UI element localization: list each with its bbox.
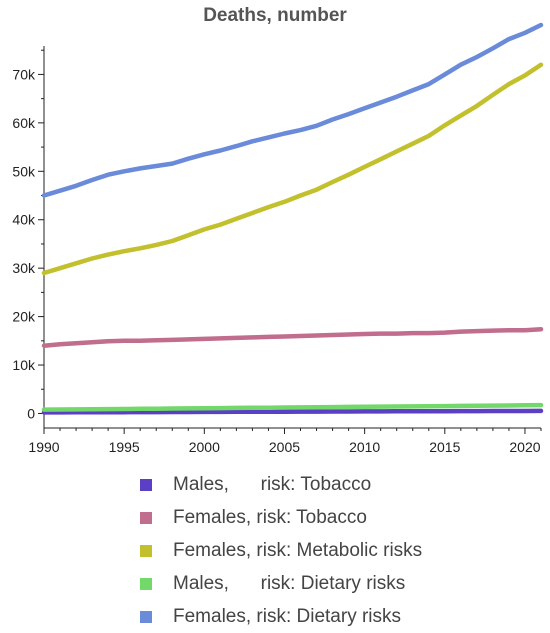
legend-swatch xyxy=(140,511,152,524)
legend-label: Males, risk: Tobacco xyxy=(173,473,372,495)
y-tick-label: 40k xyxy=(12,212,36,228)
y-tick-label: 10k xyxy=(12,357,36,373)
legend-item[interactable]: Females, risk: Dietary risks xyxy=(140,600,422,633)
chart-title: Deaths, number xyxy=(203,5,347,26)
legend-label: Females, risk: Metabolic risks xyxy=(173,539,423,561)
x-tick-label: 1990 xyxy=(28,439,59,455)
series-line-2 xyxy=(41,326,544,348)
legend-item[interactable]: Females, risk: Metabolic risks xyxy=(140,534,422,567)
x-tick-label: 1995 xyxy=(109,439,140,455)
legend-item[interactable]: Females, risk: Tobacco xyxy=(140,501,422,534)
legend-swatch xyxy=(140,478,152,491)
legend-swatch xyxy=(140,577,152,590)
legend-label: Females, risk: Tobacco xyxy=(173,506,367,528)
x-axis: 1990 1995 2000 2005 2010 2015 2020 xyxy=(28,427,542,455)
x-tick-label: 2015 xyxy=(429,439,460,455)
legend-swatch xyxy=(140,544,152,557)
x-tick-label: 2005 xyxy=(269,439,300,455)
y-tick-label: 20k xyxy=(12,309,36,325)
series-line-5 xyxy=(41,22,544,198)
x-tick-label: 2010 xyxy=(349,439,380,455)
legend-swatch xyxy=(140,610,152,623)
series-lines xyxy=(41,22,544,415)
x-tick-label: 2020 xyxy=(509,439,540,455)
y-tick-label: 50k xyxy=(12,163,36,179)
y-tick-label: 0 xyxy=(27,405,35,421)
legend-item[interactable]: Males, risk: Tobacco xyxy=(140,468,422,501)
x-tick-label: 2000 xyxy=(189,439,220,455)
series-line-3 xyxy=(41,62,544,276)
y-tick-label: 60k xyxy=(12,115,36,131)
legend-label: Females, risk: Dietary risks xyxy=(173,605,402,627)
series-line-1 xyxy=(41,408,544,415)
series-line-4 xyxy=(41,402,544,412)
y-tick-label: 70k xyxy=(12,66,36,82)
y-axis: 0 10k 20k 30k 40k 50k 60k 70k xyxy=(12,46,45,428)
legend-item[interactable]: Males, risk: Dietary risks xyxy=(140,567,422,600)
legend: Males, risk: Tobacco Females, risk: Tobac… xyxy=(140,468,422,633)
legend-label: Males, risk: Dietary risks xyxy=(173,572,406,594)
line-chart: 0 10k 20k 30k 40k 50k 60k 70k 1990 1995 2000 2005 2… xyxy=(12,22,544,455)
y-tick-label: 30k xyxy=(12,260,36,276)
